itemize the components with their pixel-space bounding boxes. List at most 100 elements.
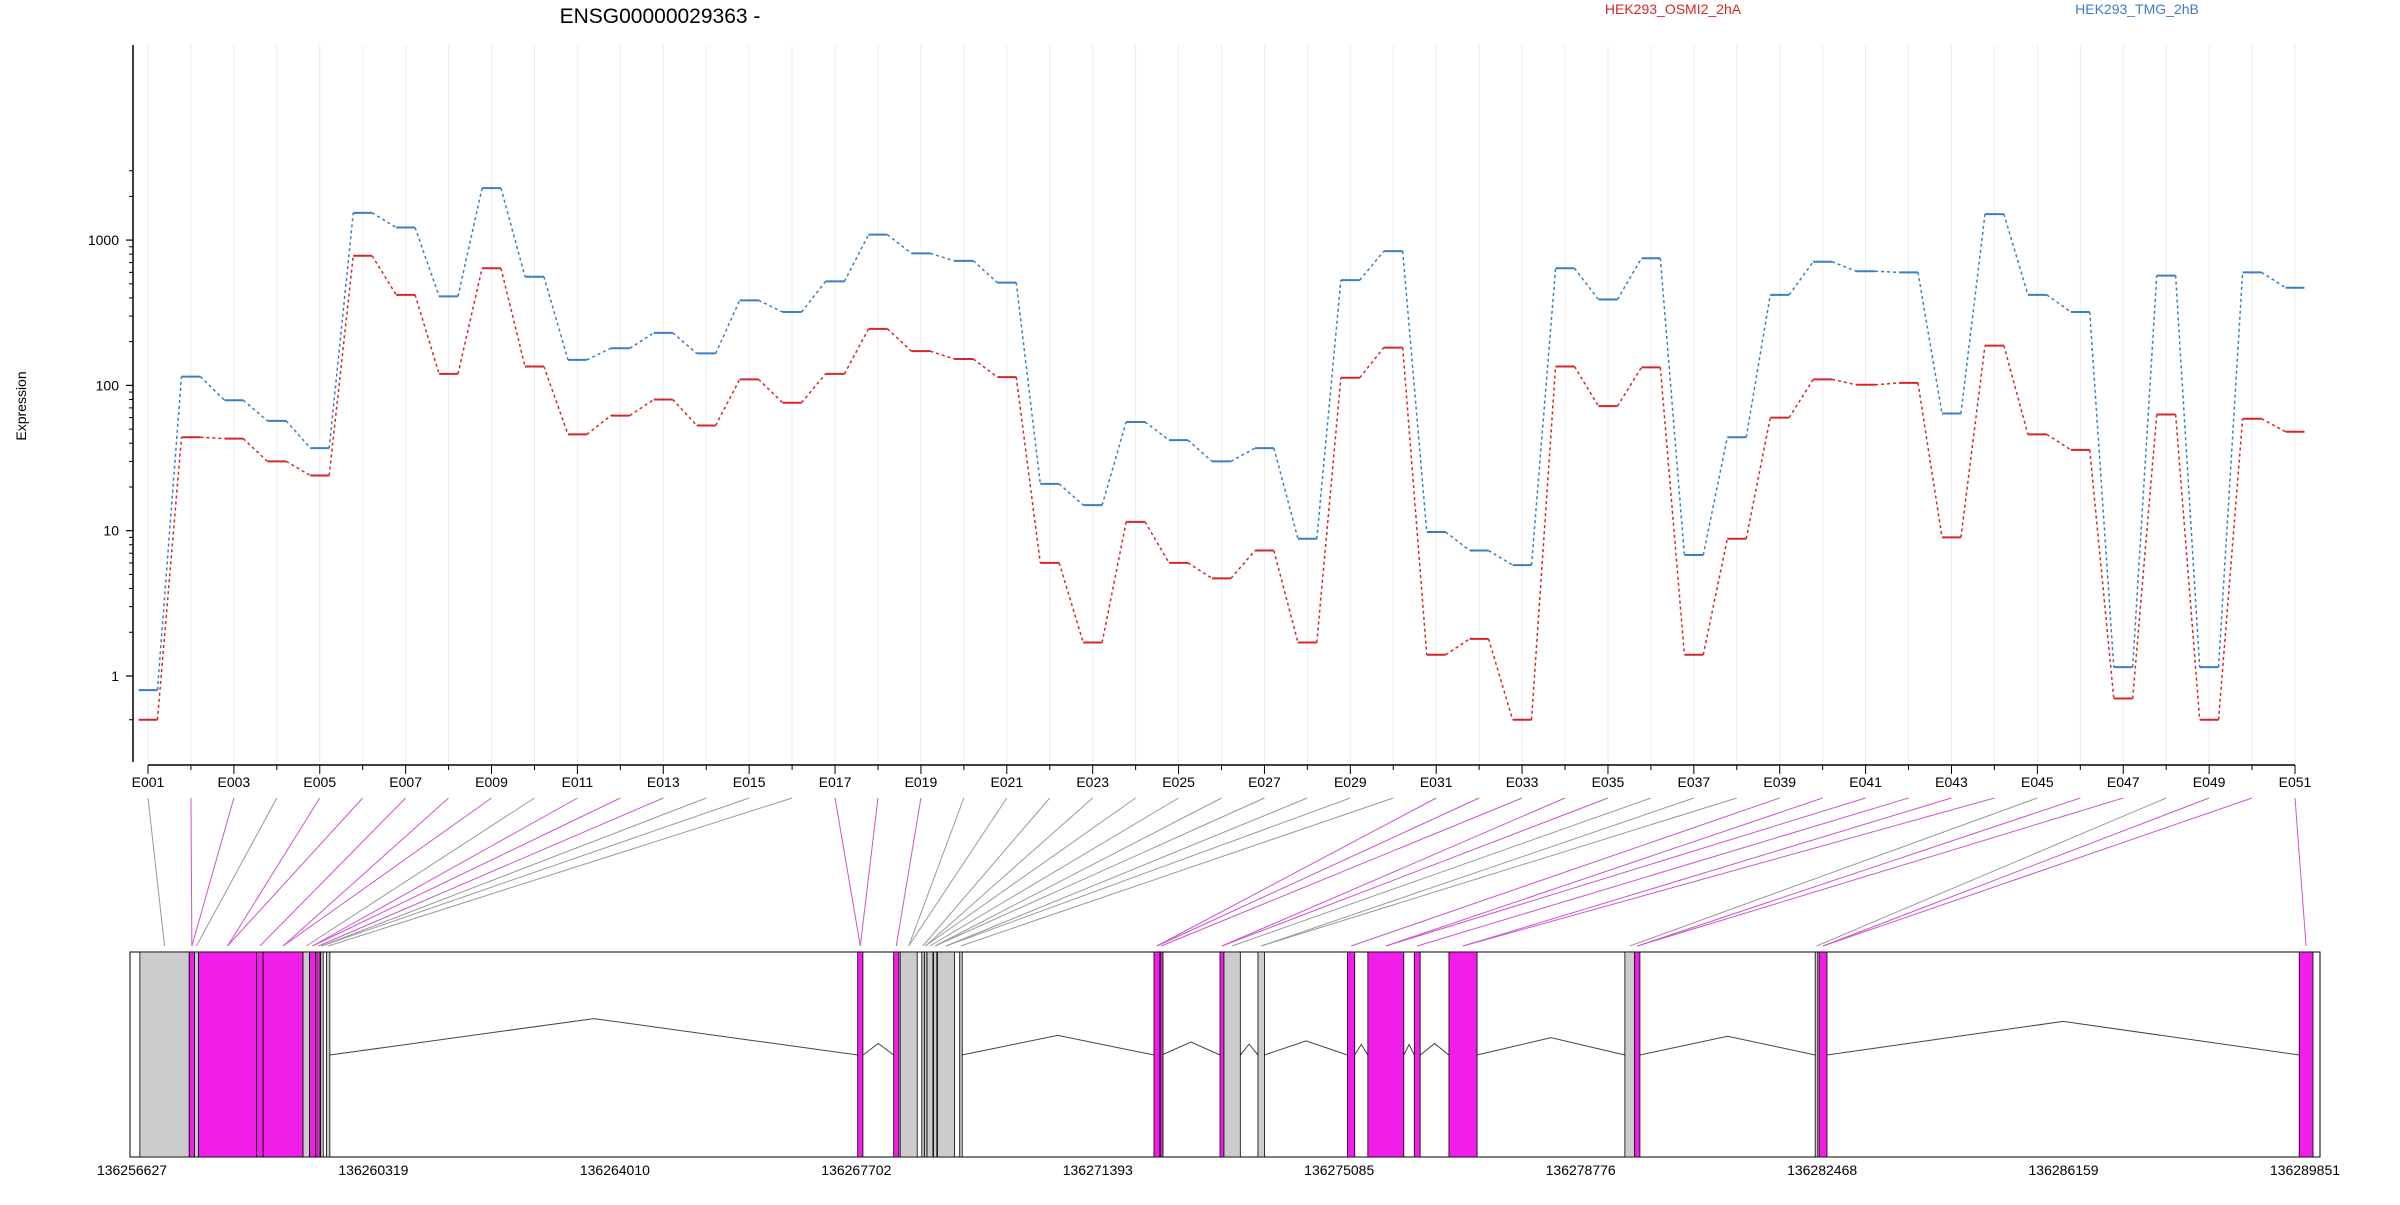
coordinate-label: 136271393 [1063,1162,1133,1178]
series-2-connector [2261,271,2286,289]
series-1-connector [414,294,440,375]
series-2-connector [371,212,397,229]
x-tick-label: E013 [647,774,680,790]
x-tick-label: E003 [218,774,251,790]
exon-block [1223,951,1241,1158]
y-axis-label: Expression [13,371,29,440]
series-1-connector [1401,347,1428,655]
exon-connector-line [934,797,1265,947]
legend-series-2: HEK293_TMG_2hB [2075,1,2199,17]
series-1-connector [1745,417,1772,539]
exon-block [320,951,324,1158]
series-2-connector [285,420,311,449]
exon-connector-line [1816,797,2167,947]
series-1-connector [1273,550,1299,643]
exon-connector-line [1156,797,1437,947]
series-1-connector [371,255,397,296]
intron-line [1239,1043,1259,1056]
series-1-connector [1101,521,1127,643]
exon-block-highlighted [893,951,900,1158]
intron-line [961,1034,1155,1056]
series-1-connector [242,438,268,462]
series-1-connector [1616,367,1643,407]
series-1-connector [886,328,912,352]
exon-block [194,951,199,1158]
series-2-connector [2131,275,2158,668]
intron-line [1161,1041,1221,1056]
series-1-connector [972,358,998,378]
exon-connector-line [908,797,1008,947]
series-1-connector [1702,538,1729,655]
exon-connectors [147,797,2307,947]
series-1-connector [1058,562,1084,643]
exon-connector-line [1637,797,2081,947]
exon-block-highlighted [1634,951,1641,1158]
series-1-connector [715,379,741,426]
exon-connector-line [960,797,1394,947]
exon-connector-line [282,797,449,947]
exon-connector-line [908,797,965,947]
series-1-connector [586,414,612,435]
series-2-connector [930,252,955,262]
exon-connector-line [1261,797,1737,947]
intron-line [1403,1043,1415,1056]
series-2-connector [1530,268,1557,566]
series-2-connector [1745,294,1772,438]
series-2-connector [1616,257,1643,300]
series-2-connector [843,234,870,282]
series-2-connector [457,187,483,297]
coordinate-label: 136289851 [2270,1162,2340,1178]
exon-connector-line [196,797,278,947]
series-1-connector [800,373,827,404]
exon-connector-line [282,797,492,947]
exon-connector-line [945,797,1351,947]
series-2-connector [2217,272,2244,668]
x-tick-label: E011 [562,774,594,790]
series-1-connector [500,268,526,367]
exon-connector-line [2294,797,2307,947]
exon-connector-line [1221,797,1609,947]
exon-connector-line [834,797,861,947]
exon-connector-line [321,797,707,947]
series-1-connector [457,268,483,375]
x-tick-label: E045 [2021,774,2054,790]
series-1-connector [1917,382,1943,538]
x-tick-label: E049 [2193,774,2226,790]
x-tick-label: E023 [1076,774,1109,790]
series-1-connector [1015,377,1042,564]
exon-connector-line [934,797,1222,947]
x-tick-label: E015 [733,774,766,790]
exon-connector-line [1156,797,1480,947]
coordinate-label: 136256627 [97,1162,167,1178]
series-1-connector [1960,345,1986,538]
intron-line [1476,1037,1625,1056]
genomic-coordinates: 136256627 136260319 136264010 136267702 1362… [97,1162,2340,1178]
series-1-connector [285,460,311,477]
x-tick-label: E021 [990,774,1023,790]
series-2-connector [972,260,998,284]
exon-connector-line [925,797,1094,947]
exon-block [1257,951,1265,1158]
series-2-connector [1101,421,1127,506]
series-2-connector [1058,483,1084,506]
series-2-connector [886,234,912,254]
series-1-connector [843,328,870,375]
series-1-connector [1187,562,1213,579]
y-ticks: 1 10 100 1000 [88,170,133,721]
coordinate-label: 136264010 [580,1162,650,1178]
exon-block-highlighted [1818,951,1828,1158]
exon-connector-line [259,797,406,947]
series-2-connector [758,299,783,313]
series-2-connector [2174,275,2201,668]
series-2-connector [672,332,698,354]
series-2-connector [1445,531,1471,552]
exon-block [933,951,938,1158]
exon-connector-line [1637,797,2124,947]
coordinate-label: 136275085 [1304,1162,1374,1178]
coordinate-label: 136260319 [338,1162,408,1178]
x-tick-label: E017 [819,774,852,790]
exon-block-highlighted [262,951,304,1158]
exon-connector-line [922,797,1051,947]
exon-connector-line [1462,797,1995,947]
series-1-connector [543,366,569,435]
